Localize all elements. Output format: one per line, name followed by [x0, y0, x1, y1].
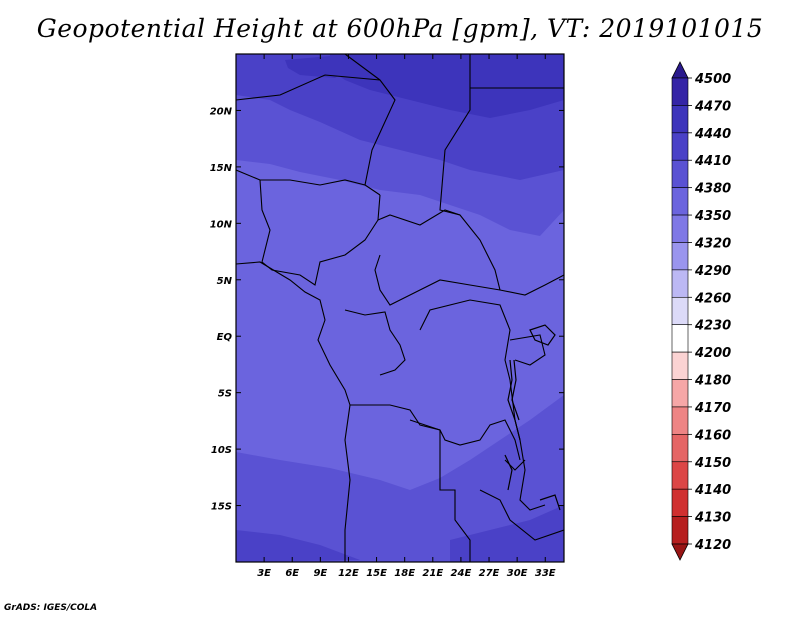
colorbar-label: 4260 — [694, 291, 731, 306]
x-tick-label: 33E — [535, 568, 556, 579]
field-south-4440 — [236, 530, 360, 562]
colorbar-segment — [671, 187, 689, 216]
x-tick-label: 21E — [422, 568, 443, 579]
colorbar-label: 4380 — [694, 182, 731, 197]
height-field — [236, 54, 564, 562]
colorbar-segment — [671, 379, 689, 408]
colorbar-segment — [671, 406, 689, 435]
colorbar-bottom-arrow — [671, 543, 689, 561]
colorbar-top-arrow — [671, 61, 689, 79]
colorbar-segment — [671, 351, 689, 380]
y-tick-label: 20N — [210, 106, 233, 117]
colorbar-label: 4230 — [694, 319, 731, 334]
y-tick-label: 5N — [217, 276, 233, 287]
colorbar-label: 4440 — [694, 127, 731, 142]
chart-title: Geopotential Height at 600hPa [gpm], VT:… — [36, 14, 764, 43]
field-north-4470-west — [285, 56, 350, 78]
x-tick-label: 27E — [479, 568, 500, 579]
colorbar-label: 4150 — [694, 456, 731, 471]
colorbar-segment — [671, 214, 689, 243]
x-axis: 3E 6E 9E 12E 15E 18E 21E 24E 27E 30E 33E — [257, 54, 556, 579]
colorbar-segment — [671, 461, 689, 490]
colorbar-label: 4180 — [694, 374, 731, 389]
x-tick-label: 6E — [285, 568, 299, 579]
colorbar-segment — [671, 77, 689, 106]
colorbar-label: 4130 — [694, 511, 731, 526]
y-tick-label: 10S — [211, 445, 232, 456]
x-tick-label: 24E — [451, 568, 472, 579]
colorbar-label: 4170 — [694, 401, 731, 416]
colorbar-label: 4320 — [694, 236, 731, 251]
credit-label: GrADS: IGES/COLA — [4, 603, 98, 613]
lakes — [504, 324, 561, 511]
colorbar-segment — [671, 242, 689, 271]
x-tick-label: 3E — [257, 568, 271, 579]
y-tick-label: 5S — [218, 389, 232, 400]
y-tick-label: 10N — [210, 219, 233, 230]
colorbar-label: 4120 — [694, 538, 731, 553]
x-tick-label: 15E — [366, 568, 387, 579]
colorbar-label: 4140 — [694, 483, 731, 498]
x-tick-label: 30E — [507, 568, 528, 579]
colorbar-segment — [671, 105, 689, 134]
colorbar-label: 4470 — [694, 99, 731, 114]
y-tick-label: 15S — [211, 502, 232, 513]
colorbar-label: 4500 — [694, 72, 731, 87]
colorbar-segment — [671, 516, 689, 545]
colorbar-label: 4200 — [694, 346, 731, 361]
colorbar-segment — [671, 269, 689, 298]
colorbar-label: 4350 — [694, 209, 731, 224]
y-axis: 20N 15N 10N 5N EQ 5S 10S 15S — [210, 106, 564, 513]
x-tick-label: 12E — [338, 568, 359, 579]
colorbar-label: 4160 — [694, 428, 731, 443]
y-tick-label: 15N — [210, 163, 233, 174]
field-south-4410 — [236, 395, 564, 562]
x-tick-label: 9E — [313, 568, 327, 579]
colorbar-segment — [671, 159, 689, 188]
map-frame — [235, 53, 565, 563]
x-tick-label: 18E — [394, 568, 415, 579]
colorbar-label: 4290 — [694, 264, 731, 279]
colorbar: 4500 4470 4440 4410 4380 4350 4320 4290 4260 4230… — [671, 61, 731, 561]
y-tick-label: EQ — [217, 332, 233, 343]
field-north-4470 — [330, 54, 564, 118]
colorbar-segment — [671, 488, 689, 517]
field-south-4440-east — [450, 505, 564, 562]
colorbar-segment — [671, 296, 689, 326]
colorbar-segment — [671, 324, 689, 353]
colorbar-segment — [671, 434, 689, 463]
colorbar-segment — [671, 132, 689, 161]
colorbar-label: 4410 — [694, 154, 731, 169]
